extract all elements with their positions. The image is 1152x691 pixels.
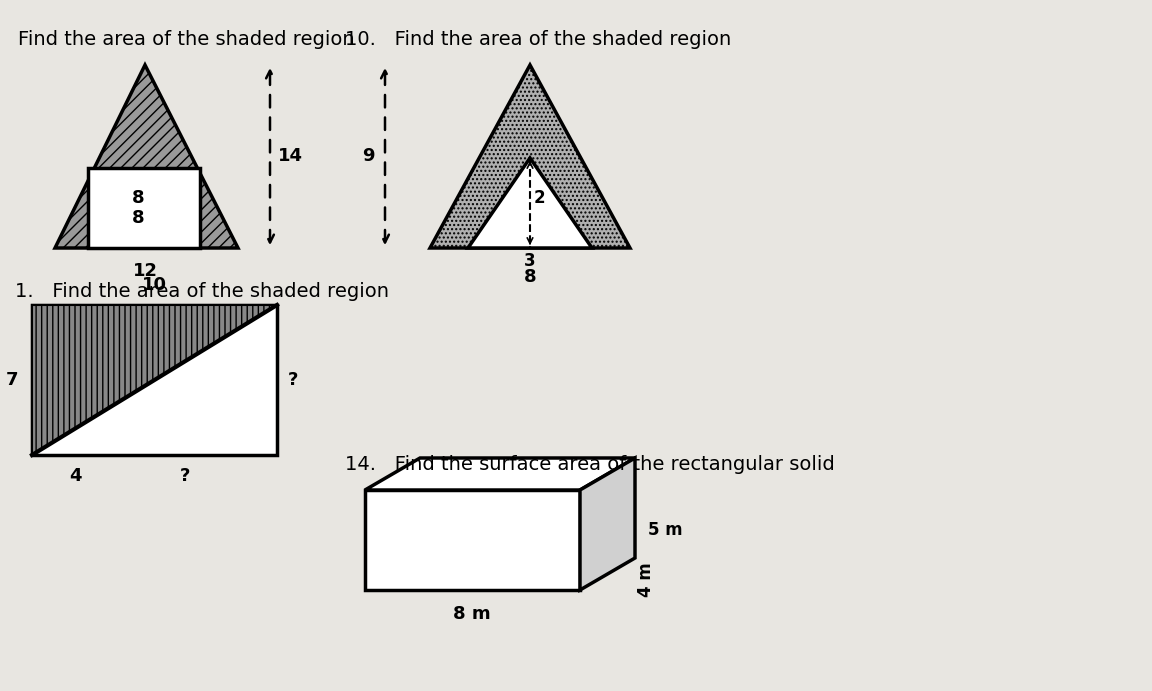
Polygon shape xyxy=(32,305,276,455)
Polygon shape xyxy=(365,458,635,490)
Polygon shape xyxy=(55,65,238,248)
Polygon shape xyxy=(468,158,592,248)
Text: 8: 8 xyxy=(131,209,144,227)
Text: 12: 12 xyxy=(132,262,158,280)
Text: 5 m: 5 m xyxy=(647,521,683,539)
Polygon shape xyxy=(430,65,630,248)
Text: 3: 3 xyxy=(524,252,536,270)
Text: 2: 2 xyxy=(535,189,546,207)
Text: 7: 7 xyxy=(6,371,18,389)
Text: 4 m: 4 m xyxy=(637,562,655,598)
Text: 10.   Find the area of the shaded region: 10. Find the area of the shaded region xyxy=(344,30,732,49)
Polygon shape xyxy=(32,305,276,455)
Text: 8: 8 xyxy=(131,189,144,207)
Text: 8: 8 xyxy=(524,268,537,286)
Text: 4: 4 xyxy=(69,467,82,485)
Text: 9: 9 xyxy=(363,147,376,165)
Text: 1.   Find the area of the shaded region: 1. Find the area of the shaded region xyxy=(15,282,389,301)
Polygon shape xyxy=(365,490,579,590)
Polygon shape xyxy=(88,168,200,248)
Text: 14: 14 xyxy=(278,147,303,165)
Text: Find the area of the shaded region: Find the area of the shaded region xyxy=(18,30,355,49)
Text: 8 m: 8 m xyxy=(453,605,491,623)
Text: ?: ? xyxy=(288,371,298,389)
Text: 10: 10 xyxy=(142,276,167,294)
Text: ?: ? xyxy=(180,467,190,485)
Text: 14.   Find the surface area of the rectangular solid: 14. Find the surface area of the rectang… xyxy=(344,455,835,474)
Polygon shape xyxy=(579,458,635,590)
